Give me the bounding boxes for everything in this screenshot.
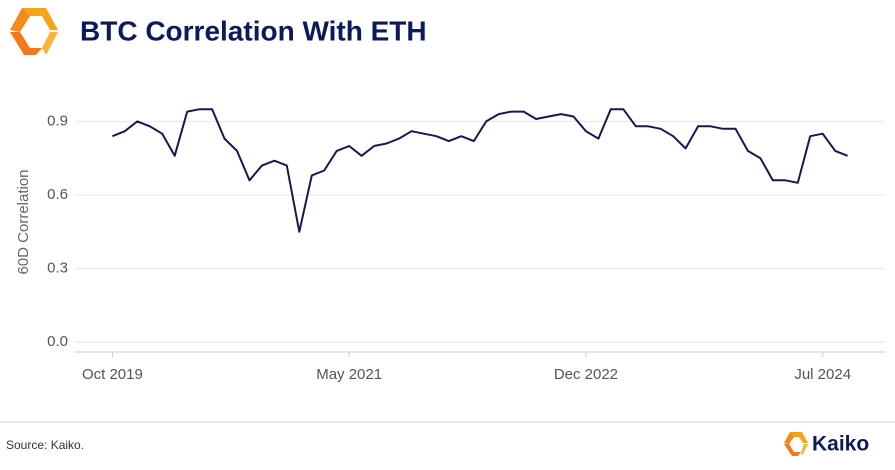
x-tick-label: Dec 2022 [554, 366, 618, 383]
y-axis-label: 60D Correlation [15, 169, 32, 274]
y-tick-label: 0.9 [47, 112, 68, 129]
x-tick-label: May 2021 [316, 366, 382, 383]
y-tick-label: 0.0 [47, 333, 68, 350]
x-tick-label: Jul 2024 [794, 366, 851, 383]
y-tick-label: 0.6 [47, 186, 68, 203]
x-tick-label: Oct 2019 [82, 366, 143, 383]
y-tick-label: 0.3 [47, 260, 68, 277]
chart-title: BTC Correlation With ETH [80, 15, 427, 46]
logo [10, 8, 58, 55]
brand-logo [784, 432, 808, 456]
data-line [112, 108, 848, 233]
brand: Kaiko [812, 433, 869, 456]
source: Source: Kaiko. [6, 438, 84, 452]
